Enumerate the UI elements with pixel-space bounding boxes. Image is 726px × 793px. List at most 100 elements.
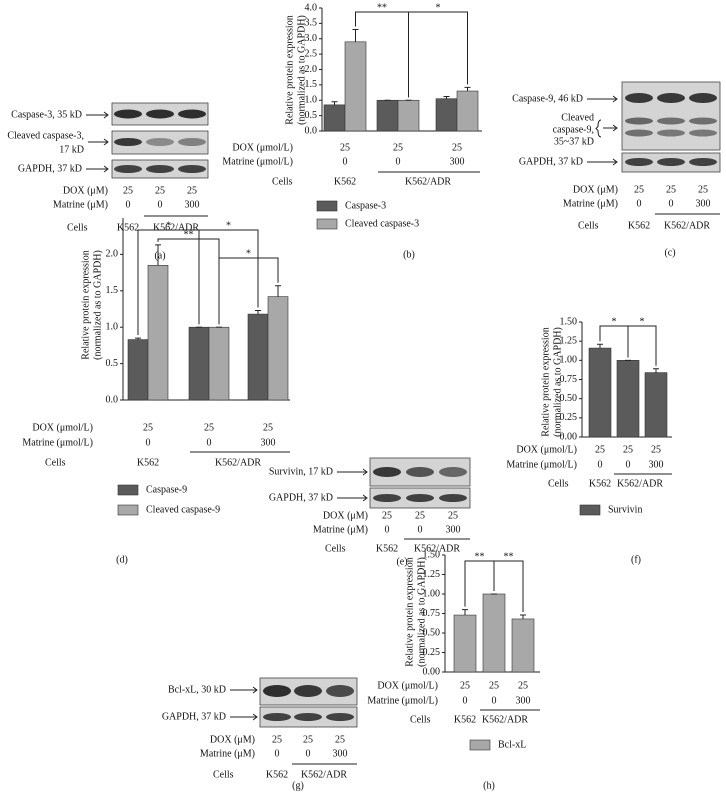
condition-value: 25 [518, 680, 528, 691]
condition-value: 25 [415, 510, 425, 521]
y-tick-label: 0.5 [305, 110, 318, 121]
bar [188, 326, 210, 401]
blot-arrow [587, 158, 618, 166]
condition-label: Matrine (μM) [563, 198, 618, 209]
blot-label: Survivin, 17 kD [269, 466, 333, 477]
blot-band [657, 158, 685, 166]
blot-arrow [587, 95, 618, 103]
blot-label: 17 kD [59, 144, 84, 155]
bar [453, 614, 477, 673]
condition-label: DOX (μmol/L) [377, 680, 438, 691]
condition-label: Matrine (μM) [200, 748, 255, 759]
panel-label: (d) [116, 554, 128, 565]
condition-label: DOX (μmol/L) [32, 422, 93, 433]
condition-value: 25 [452, 142, 462, 153]
blot-band [689, 117, 717, 125]
condition-value: 0 [669, 198, 674, 209]
y-tick-label: 0.75 [423, 608, 441, 619]
significance-bracket [218, 257, 279, 325]
blot-label: 35~37 kD [554, 136, 594, 147]
panel-label: (a) [154, 250, 165, 261]
blot-band [294, 713, 322, 721]
blot-arrow [603, 124, 618, 132]
cell-line: K562 [117, 222, 139, 233]
y-tick-label: 1.50 [560, 316, 578, 327]
legend-label: Caspase-3 [345, 200, 386, 211]
y-tick-label: 0.25 [423, 647, 441, 658]
panel-label: (e) [396, 556, 407, 567]
cells-label: Cells [67, 222, 88, 233]
blot-band [114, 165, 142, 173]
y-tick-label: 0.00 [423, 666, 441, 677]
blot-band [178, 109, 206, 119]
blot-band [689, 158, 717, 166]
condition-label: DOX (μM) [63, 185, 108, 196]
y-tick-label: 2.0 [106, 249, 119, 260]
blot-label: Caspase-3, 35 kD [11, 109, 82, 120]
condition-value: 25 [143, 422, 153, 433]
panel-label: (g) [292, 780, 304, 791]
condition-value: 25 [460, 680, 470, 691]
condition-value: 0 [463, 695, 468, 706]
y-tick-label: 0.50 [423, 627, 441, 638]
y-tick-label: 0.00 [560, 431, 578, 442]
condition-value: 25 [204, 422, 214, 433]
legend-label: Bcl-xL [498, 739, 526, 750]
condition-value: 25 [595, 444, 605, 455]
condition-label: Matrine (μM) [313, 524, 368, 535]
y-tick-label: 1.5 [106, 285, 119, 296]
bar [323, 104, 346, 132]
significance-bracket [627, 325, 657, 366]
legend-label: Survivin [608, 504, 642, 515]
y-axis-label: Relative protein expression [404, 557, 415, 666]
blot-brace [595, 119, 602, 138]
cell-line: K562 [137, 457, 159, 468]
cell-line: K562 [334, 176, 356, 187]
condition-label: DOX (μM) [210, 734, 255, 745]
blot-arrow [88, 138, 109, 146]
blot-band [326, 685, 354, 697]
significance-label: ** [184, 229, 194, 240]
blot-band [406, 467, 434, 477]
y-tick-label: 2.0 [305, 64, 318, 75]
cell-line: K562/ADR [414, 543, 460, 554]
error-bar [597, 343, 603, 349]
cells-label: Cells [410, 714, 431, 725]
condition-value: 25 [666, 184, 676, 195]
cell-line: K562 [376, 543, 398, 554]
error-bar [135, 337, 141, 340]
y-tick-label: 4.0 [305, 2, 318, 13]
bar [344, 41, 367, 132]
legend-swatch [117, 484, 139, 496]
condition-value: 0 [126, 199, 131, 210]
legend-swatch [469, 739, 491, 751]
condition-value: 25 [155, 185, 165, 196]
blot-band [263, 713, 291, 721]
blot-arrow [86, 165, 109, 173]
error-bar [520, 614, 526, 619]
y-axis-label: (normalized as to GAPDH) [552, 327, 563, 437]
cell-line: K562/ADR [405, 176, 451, 187]
bar [644, 372, 668, 438]
condition-label: DOX (μmol/L) [516, 444, 577, 455]
panel-label: (b) [403, 249, 415, 260]
blot-arrow [230, 713, 258, 721]
cells-label: Cells [548, 478, 569, 489]
legend-swatch [579, 504, 601, 516]
y-tick-label: 2.5 [305, 48, 318, 59]
blot-arrow [337, 494, 368, 502]
error-bar [653, 368, 659, 373]
bar [267, 296, 289, 401]
blot-label: Cleaved [561, 112, 594, 123]
blot-label: caspase-9, [553, 124, 594, 135]
condition-value: 25 [303, 734, 313, 745]
condition-value: 0 [418, 524, 423, 535]
y-tick-label: 3.5 [305, 18, 318, 29]
condition-value: 0 [637, 198, 642, 209]
legend-label: Caspase-9 [146, 484, 187, 495]
condition-label: Matrine (μmol/L) [367, 695, 438, 706]
condition-value: 0 [626, 459, 631, 470]
y-tick-label: 0.0 [305, 125, 318, 136]
blot-arrow [337, 468, 368, 476]
